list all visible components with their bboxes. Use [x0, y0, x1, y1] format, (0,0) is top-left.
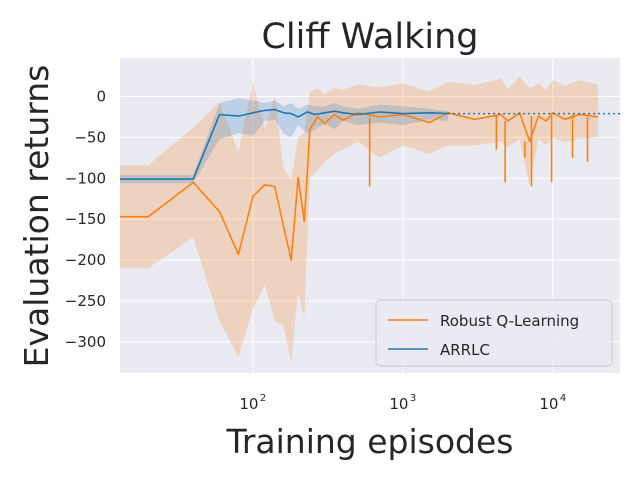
robust-q-learning-band — [120, 76, 599, 363]
x-axis-label: Training episodes — [226, 422, 514, 461]
arrlc-band — [120, 98, 449, 184]
legend-label-arrlc: ARRLC — [440, 341, 490, 359]
x-tick-label: 10 — [539, 395, 558, 413]
x-tick-exponent: 3 — [410, 393, 416, 404]
legend-box — [375, 299, 613, 367]
x-axis-ticks: 10 2 10 3 10 4 — [239, 393, 566, 413]
x-tick-label: 10 — [239, 395, 258, 413]
x-tick-exponent: 4 — [560, 393, 566, 404]
y-tick-label: −300 — [65, 333, 106, 351]
y-tick-label: −250 — [65, 292, 106, 310]
arrlc-line — [120, 108, 449, 180]
y-tick-label: −100 — [65, 169, 106, 187]
y-tick-label: 0 — [96, 87, 106, 105]
x-tick-label: 10 — [389, 395, 408, 413]
x-tick-exponent: 2 — [260, 393, 266, 404]
legend-label-robust-q-learning: Robust Q-Learning — [440, 312, 579, 330]
confidence-bands — [120, 76, 599, 363]
series-lines — [120, 108, 620, 261]
y-axis-label: Evaluation returns — [17, 65, 56, 368]
chart-title: Cliff Walking — [261, 17, 478, 57]
robust-q-learning-line — [120, 112, 599, 261]
y-tick-label: −50 — [74, 128, 106, 146]
y-tick-label: −200 — [65, 251, 106, 269]
y-axis-ticks: 0 −50 −100 −150 −200 −250 −300 — [65, 87, 106, 350]
legend: Robust Q-Learning ARRLC — [375, 299, 613, 367]
y-tick-label: −150 — [65, 210, 106, 228]
